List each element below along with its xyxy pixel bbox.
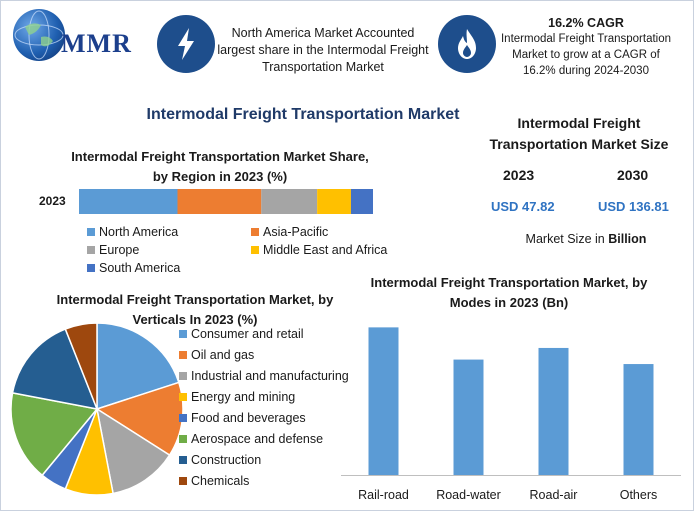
legend-swatch bbox=[179, 372, 187, 380]
market-size-title: Intermodal Freight Transportation Market… bbox=[489, 115, 669, 152]
region-legend-item-asia-pacific: Asia-Pacific bbox=[251, 225, 328, 239]
region-legend-item-south-america: South America bbox=[87, 261, 180, 275]
legend-swatch bbox=[87, 228, 95, 236]
verticals-chart-title: Intermodal Freight Transportation Market… bbox=[56, 292, 334, 327]
main-title: Intermodal Freight Transportation Market bbox=[146, 106, 460, 123]
verticals-legend-item-industrial-and-manufacturing: Industrial and manufacturing bbox=[179, 369, 349, 383]
legend-label: Food and beverages bbox=[191, 411, 306, 425]
verticals-legend-item-food-and-beverages: Food and beverages bbox=[179, 411, 306, 425]
verticals-legend-item-oil-and-gas: Oil and gas bbox=[179, 348, 254, 362]
verticals-legend-item-consumer-and-retail: Consumer and retail bbox=[179, 327, 304, 341]
pie-slice-aerospace-and-defense bbox=[10, 392, 99, 477]
market-size-unit-prefix: Market Size in bbox=[525, 232, 605, 246]
legend-swatch bbox=[251, 246, 259, 254]
lightning-icon bbox=[157, 15, 215, 73]
modes-category-label-road-air: Road-air bbox=[529, 488, 578, 502]
verticals-legend-item-energy-and-mining: Energy and mining bbox=[179, 390, 295, 404]
legend-label: South America bbox=[99, 261, 181, 275]
legend-swatch bbox=[179, 477, 187, 485]
legend-label: North America bbox=[99, 225, 179, 239]
region-stacked-bar bbox=[79, 189, 373, 214]
pie-slice-chemicals bbox=[64, 322, 98, 410]
region-legend-item-middle-east-and-africa: Middle East and Africa bbox=[251, 243, 387, 257]
legend-swatch bbox=[179, 456, 187, 464]
legend-label: Middle East and Africa bbox=[263, 243, 388, 257]
modes-bar-road-air bbox=[538, 347, 569, 475]
region-segment-middle-east-and-africa bbox=[317, 189, 351, 214]
legend-label: Asia-Pacific bbox=[263, 225, 329, 239]
market-size-value-2030: USD 136.81 bbox=[598, 199, 669, 214]
legend-label: Aerospace and defense bbox=[191, 432, 324, 446]
verticals-pie-chart bbox=[10, 322, 184, 496]
region-segment-north-america bbox=[79, 189, 178, 214]
legend-label: Europe bbox=[99, 243, 140, 257]
legend-label: Construction bbox=[191, 453, 262, 467]
modes-bar-road-water bbox=[453, 359, 484, 475]
legend-label: Industrial and manufacturing bbox=[191, 369, 349, 383]
region-chart-title: Intermodal Freight Transportation Market… bbox=[71, 149, 369, 184]
modes-category-label-others: Others bbox=[619, 488, 658, 502]
legend-label: Energy and mining bbox=[191, 390, 296, 404]
modes-category-label-rail-road: Rail-road bbox=[358, 488, 409, 502]
region-segment-south-america bbox=[350, 189, 373, 214]
market-size-year-2030: 2030 bbox=[617, 167, 649, 183]
pie-slice-industrial-and-manufacturing bbox=[95, 407, 171, 495]
verticals-legend-item-chemicals: Chemicals bbox=[179, 474, 249, 488]
highlight-north-america: North America Market Accounted largest s… bbox=[217, 26, 429, 74]
cagr-description: Intermodal Freight Transportation Market… bbox=[500, 33, 672, 77]
modes-bar-others bbox=[623, 364, 654, 475]
legend-swatch bbox=[87, 264, 95, 272]
market-size-unit-bold: Billion bbox=[608, 232, 647, 246]
verticals-legend-item-construction: Construction bbox=[179, 453, 261, 467]
market-size-unit: Market Size in Billion bbox=[479, 232, 693, 246]
pie-slice-construction bbox=[11, 328, 99, 410]
legend-swatch bbox=[179, 330, 187, 338]
region-chart-category-label: 2023 bbox=[39, 194, 66, 208]
modes-bar-chart bbox=[341, 327, 681, 476]
legend-label: Chemicals bbox=[191, 474, 250, 488]
globe-logo-icon bbox=[13, 9, 65, 61]
modes-category-label-road-water: Road-water bbox=[436, 488, 501, 502]
verticals-legend-item-aerospace-and-defense: Aerospace and defense bbox=[179, 432, 323, 446]
legend-label: Oil and gas bbox=[191, 348, 255, 362]
brand-logo-text: MMR bbox=[61, 29, 132, 58]
market-size-value-2023: USD 47.82 bbox=[491, 199, 555, 214]
modes-chart-title: Intermodal Freight Transportation Market… bbox=[370, 275, 648, 310]
legend-swatch bbox=[179, 414, 187, 422]
pie-slice-consumer-and-retail bbox=[96, 322, 180, 411]
legend-swatch bbox=[179, 351, 187, 359]
region-segment-europe bbox=[261, 189, 318, 214]
region-legend-item-north-america: North America bbox=[87, 225, 178, 239]
market-size-year-2023: 2023 bbox=[503, 167, 535, 183]
modes-bar-rail-road bbox=[368, 327, 399, 475]
legend-swatch bbox=[87, 246, 95, 254]
region-legend-item-europe: Europe bbox=[87, 243, 139, 257]
cagr-headline: 16.2% CAGR bbox=[548, 16, 624, 30]
legend-swatch bbox=[179, 393, 187, 401]
legend-swatch bbox=[179, 435, 187, 443]
flame-icon bbox=[438, 15, 496, 73]
legend-swatch bbox=[251, 228, 259, 236]
legend-label: Consumer and retail bbox=[191, 327, 304, 341]
region-segment-asia-pacific bbox=[177, 189, 262, 214]
